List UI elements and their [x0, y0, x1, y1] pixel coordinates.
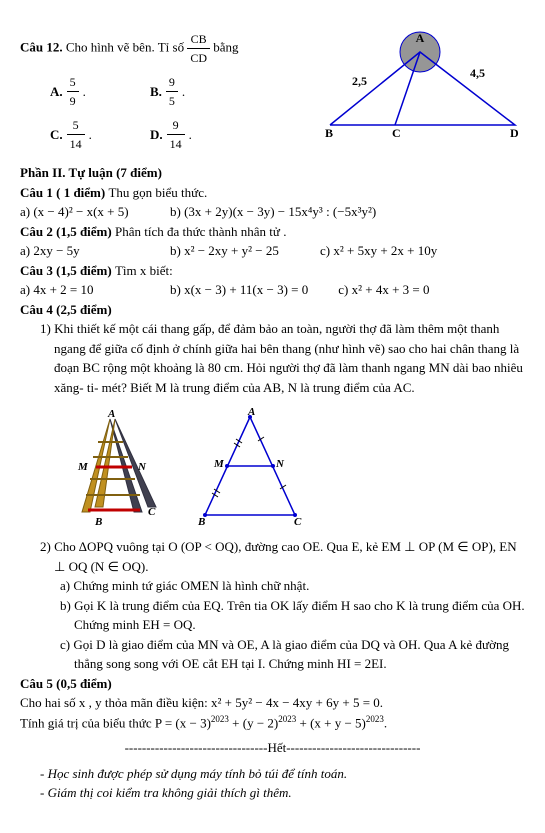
c1-b: b) (3x + 2y)(x − 3y) − 15x⁴y³ : (−5x³y²) [170, 202, 376, 222]
footer-note2: - Giám thị coi kiểm tra không giải thích… [40, 783, 525, 803]
q12-option-c: C. 514. [50, 116, 150, 153]
footer-note1: - Học sinh được phép sử dụng máy tính bỏ… [40, 764, 525, 784]
c2-text: Phân tích đa thức thành nhân tử . [115, 224, 287, 239]
fig-label-right: 4,5 [470, 66, 485, 80]
c4-p2: 2) Cho ∆OPQ vuông tại O (OP < OQ), đường… [40, 537, 525, 576]
c2-items: a) 2xy − 5y b) x² − 2xy + y² − 25 c) x² … [20, 241, 525, 261]
c4-p2a: a) Chứng minh tứ giác OMEN là hình chữ n… [60, 576, 525, 596]
svg-text:N: N [275, 458, 285, 470]
svg-text:N: N [137, 461, 147, 473]
question-c3: Câu 3 (1,5 điểm) Tìm x biết: [20, 261, 525, 281]
c5-line2: Tính giá trị của biểu thức P = (x − 3)20… [20, 713, 525, 733]
svg-text:C: C [294, 516, 302, 527]
svg-text:M: M [213, 458, 225, 470]
opt-label: A. [50, 82, 63, 102]
c4-title: Câu 4 (2,5 điểm) [20, 300, 525, 320]
svg-text:M: M [77, 461, 89, 473]
q12-frac-den: CD [187, 49, 210, 67]
q12-option-d: D. 914. [150, 116, 250, 153]
fig-label-c: C [392, 126, 401, 140]
svg-text:B: B [94, 516, 102, 527]
svg-text:B: B [197, 516, 205, 527]
opt-frac: 514 [67, 116, 85, 153]
c4-p2c: c) Gọi D là giao điểm của MN và OE, A là… [60, 635, 525, 674]
q12-option-a: A. 59. [50, 73, 150, 110]
fig-label-d: D [510, 126, 519, 140]
q12-option-b: B. 95. [150, 73, 250, 110]
triangle-figure: A M N B C [190, 407, 310, 527]
c3-b: b) x(x − 3) + 11(x − 3) = 0 [170, 280, 308, 300]
opt-label: D. [150, 125, 163, 145]
c3-c: c) x² + 4x + 3 = 0 [338, 280, 458, 300]
q12-text-block: Câu 12. Cho hình vẽ bên. Tỉ số CB CD bằn… [20, 30, 300, 153]
question-c1: Câu 1 ( 1 điểm) Thu gọn biểu thức. [20, 183, 525, 203]
c4-p1: 1) Khi thiết kế một cái thang gấp, để đả… [40, 319, 525, 397]
part2-heading: Phần II. Tự luận (7 điểm) [20, 163, 525, 183]
opt-label: C. [50, 125, 63, 145]
c3-items: a) 4x + 2 = 10 b) x(x − 3) + 11(x − 3) =… [20, 280, 525, 300]
question-c2: Câu 2 (1,5 điểm) Phân tích đa thức thành… [20, 222, 525, 242]
q12-options: A. 59. B. 95. C. 514. D. 914. [50, 73, 300, 153]
c3-a: a) 4x + 2 = 10 [20, 280, 140, 300]
c4-p2b: b) Gọi K là trung điểm của EQ. Trên tia … [60, 596, 525, 635]
opt-frac: 95 [166, 73, 178, 110]
question-12: Câu 12. Cho hình vẽ bên. Tỉ số CB CD bằn… [20, 30, 525, 153]
fig-label-a: A [416, 31, 425, 45]
c3-title: Câu 3 (1,5 điểm) [20, 263, 115, 278]
svg-text:A: A [107, 408, 115, 420]
ladder-figure: A M N C B [60, 407, 170, 527]
q12-text: Cho hình vẽ bên. Tỉ số [66, 39, 187, 54]
q12-label: Câu 12. [20, 39, 66, 54]
c2-title: Câu 2 (1,5 điểm) [20, 224, 115, 239]
c1-items: a) (x − 4)² − x(x + 5) b) (3x + 2y)(x − … [20, 202, 525, 222]
opt-frac: 59 [67, 73, 79, 110]
c1-a: a) (x − 4)² − x(x + 5) [20, 202, 140, 222]
opt-frac: 914 [167, 116, 185, 153]
c2-b: b) x² − 2xy + y² − 25 [170, 241, 290, 261]
c5-line1: Cho hai số x , y thỏa mãn điều kiện: x² … [20, 693, 525, 713]
c4-figures: A M N C B A M N B C [60, 407, 525, 527]
c2-c: c) x² + 5xy + 2x + 10y [320, 241, 440, 261]
q12-figure: A B C D 2,5 4,5 [310, 30, 525, 140]
fig-label-b: B [325, 126, 333, 140]
opt-label: B. [150, 82, 162, 102]
q12-frac: CB CD [187, 30, 210, 67]
c1-text: Thu gọn biểu thức. [108, 185, 207, 200]
c1-title: Câu 1 ( 1 điểm) [20, 185, 108, 200]
c2-a: a) 2xy − 5y [20, 241, 140, 261]
q12-frac-num: CB [187, 30, 210, 49]
q12-after: bằng [213, 39, 238, 54]
end-het: ---------------------------------Hết----… [20, 738, 525, 758]
fig-label-left: 2,5 [352, 74, 367, 88]
svg-text:A: A [247, 407, 255, 418]
c5-title: Câu 5 (0,5 điểm) [20, 674, 525, 694]
c3-text: Tìm x biết: [115, 263, 173, 278]
svg-text:C: C [148, 506, 156, 518]
q12-stem: Câu 12. Cho hình vẽ bên. Tỉ số CB CD bằn… [20, 30, 300, 67]
